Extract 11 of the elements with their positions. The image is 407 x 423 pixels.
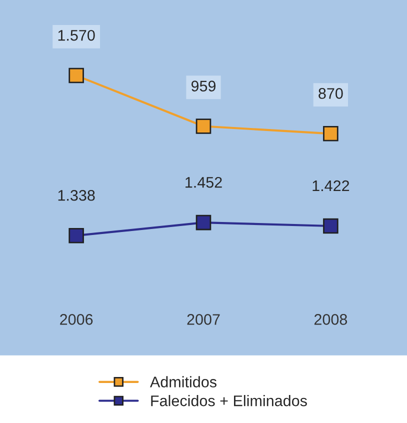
data-label: 1.422 bbox=[312, 180, 350, 192]
data-label: 1.452 bbox=[186, 176, 222, 188]
data-label: 1.338 bbox=[58, 190, 95, 201]
data-label: 1.570 bbox=[58, 30, 95, 41]
data-label: 870 bbox=[318, 88, 343, 99]
legend-label: Falecidos + Eliminados bbox=[151, 395, 307, 406]
legend-label: Admitidos bbox=[150, 376, 216, 388]
data-label: 959 bbox=[191, 80, 216, 92]
x-tick-label: 2007 bbox=[187, 314, 220, 325]
x-tick-label: 2006 bbox=[60, 314, 93, 325]
x-tick-label: 2008 bbox=[314, 314, 348, 325]
